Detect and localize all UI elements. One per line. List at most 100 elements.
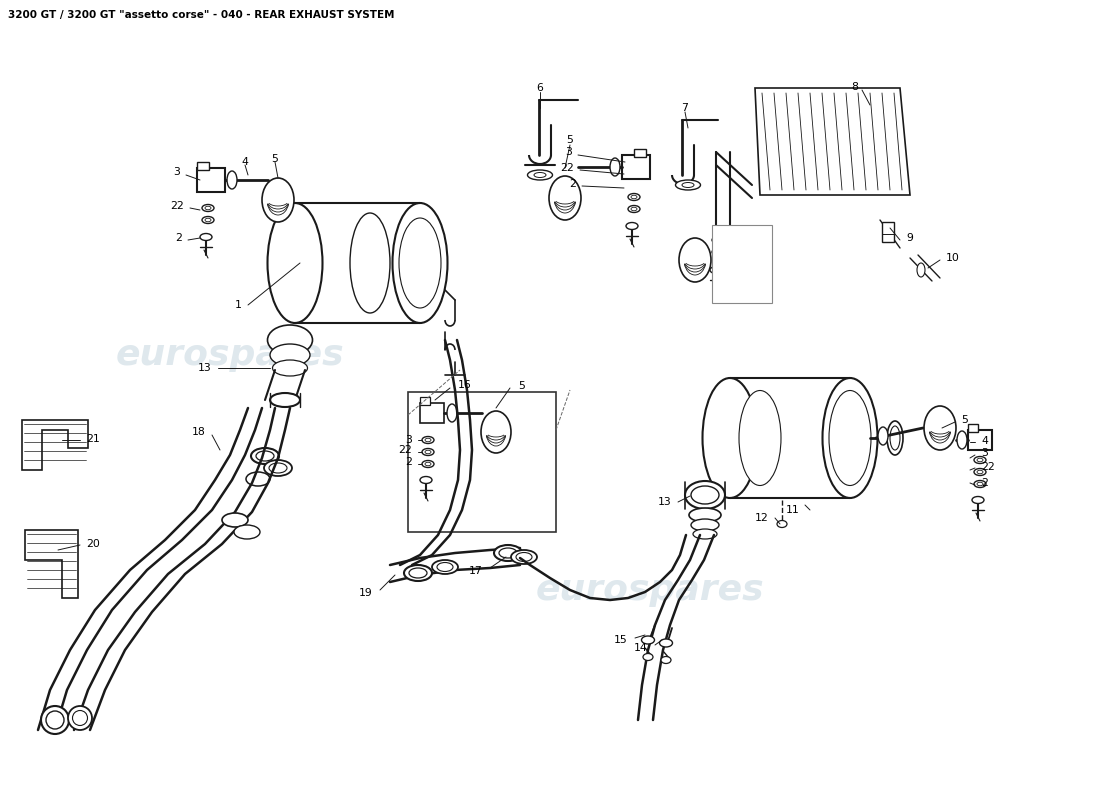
Text: 5: 5: [518, 381, 525, 391]
Text: 2: 2: [175, 233, 182, 243]
Polygon shape: [25, 530, 78, 598]
Text: 2: 2: [405, 457, 412, 467]
Ellipse shape: [626, 222, 638, 230]
Ellipse shape: [679, 238, 711, 282]
Ellipse shape: [432, 560, 458, 574]
Ellipse shape: [267, 325, 312, 355]
Text: 5: 5: [272, 154, 278, 164]
Ellipse shape: [878, 427, 888, 445]
Ellipse shape: [270, 344, 310, 366]
Text: 4: 4: [242, 157, 249, 167]
Ellipse shape: [409, 568, 427, 578]
Text: 12: 12: [756, 513, 769, 523]
Ellipse shape: [685, 481, 725, 509]
Ellipse shape: [205, 206, 211, 210]
Ellipse shape: [73, 710, 88, 726]
Ellipse shape: [631, 195, 637, 198]
Ellipse shape: [777, 521, 786, 527]
Ellipse shape: [425, 438, 431, 442]
Ellipse shape: [350, 213, 390, 313]
Ellipse shape: [661, 657, 671, 663]
Ellipse shape: [974, 457, 986, 463]
Text: 4: 4: [981, 436, 988, 446]
Bar: [882, 222, 894, 242]
Ellipse shape: [917, 263, 925, 277]
Polygon shape: [22, 420, 88, 470]
Ellipse shape: [202, 205, 215, 211]
Ellipse shape: [205, 218, 211, 222]
Ellipse shape: [823, 378, 878, 498]
Ellipse shape: [715, 250, 720, 254]
Ellipse shape: [974, 481, 986, 487]
Ellipse shape: [222, 513, 248, 527]
Ellipse shape: [957, 431, 967, 449]
Ellipse shape: [924, 406, 956, 450]
Ellipse shape: [262, 178, 294, 222]
Ellipse shape: [641, 636, 654, 644]
Ellipse shape: [723, 237, 733, 255]
Ellipse shape: [251, 448, 279, 464]
Ellipse shape: [977, 458, 983, 462]
Bar: [968, 430, 992, 450]
Ellipse shape: [422, 437, 435, 443]
Text: 2: 2: [569, 179, 576, 189]
Ellipse shape: [693, 529, 717, 539]
Text: 11: 11: [786, 505, 800, 515]
Ellipse shape: [516, 553, 532, 562]
Ellipse shape: [481, 411, 512, 453]
Ellipse shape: [689, 508, 720, 522]
Text: 3: 3: [173, 167, 180, 177]
Ellipse shape: [422, 461, 435, 467]
Ellipse shape: [977, 470, 983, 474]
Ellipse shape: [628, 206, 640, 213]
Ellipse shape: [712, 249, 724, 255]
Ellipse shape: [425, 462, 431, 466]
Ellipse shape: [399, 218, 441, 308]
Bar: [712, 225, 772, 303]
Ellipse shape: [977, 482, 983, 486]
Ellipse shape: [715, 238, 720, 242]
Text: 22: 22: [398, 445, 412, 455]
Ellipse shape: [200, 234, 212, 241]
Ellipse shape: [691, 486, 719, 504]
Text: 5: 5: [566, 135, 573, 145]
Ellipse shape: [46, 711, 64, 729]
Polygon shape: [755, 88, 910, 195]
Ellipse shape: [675, 180, 701, 190]
Text: 21: 21: [86, 434, 100, 444]
Ellipse shape: [404, 565, 432, 581]
Bar: [634, 149, 646, 157]
Ellipse shape: [710, 266, 722, 274]
Bar: [735, 229, 747, 237]
Text: 3: 3: [981, 448, 988, 458]
Ellipse shape: [610, 158, 620, 176]
Text: 18: 18: [192, 427, 206, 437]
Ellipse shape: [267, 203, 322, 323]
Text: 13: 13: [198, 363, 212, 373]
Ellipse shape: [534, 173, 546, 178]
Text: 20: 20: [86, 539, 100, 549]
Ellipse shape: [422, 449, 435, 455]
Ellipse shape: [739, 390, 781, 486]
Ellipse shape: [273, 360, 308, 376]
Text: 6: 6: [537, 83, 543, 93]
Ellipse shape: [270, 393, 300, 407]
Ellipse shape: [202, 217, 215, 223]
Ellipse shape: [549, 176, 581, 220]
Ellipse shape: [972, 497, 984, 503]
Ellipse shape: [631, 207, 637, 210]
Text: 22: 22: [170, 201, 184, 211]
Ellipse shape: [420, 477, 432, 483]
Ellipse shape: [829, 390, 871, 486]
Ellipse shape: [425, 450, 431, 454]
Text: eurospares: eurospares: [116, 338, 344, 372]
Text: 15: 15: [614, 635, 628, 645]
Ellipse shape: [644, 654, 653, 661]
Text: 2: 2: [981, 478, 988, 488]
Bar: [197, 168, 226, 192]
Text: 19: 19: [360, 588, 373, 598]
Ellipse shape: [887, 421, 903, 455]
Bar: [420, 397, 430, 405]
Bar: [968, 424, 978, 432]
Ellipse shape: [270, 463, 287, 473]
